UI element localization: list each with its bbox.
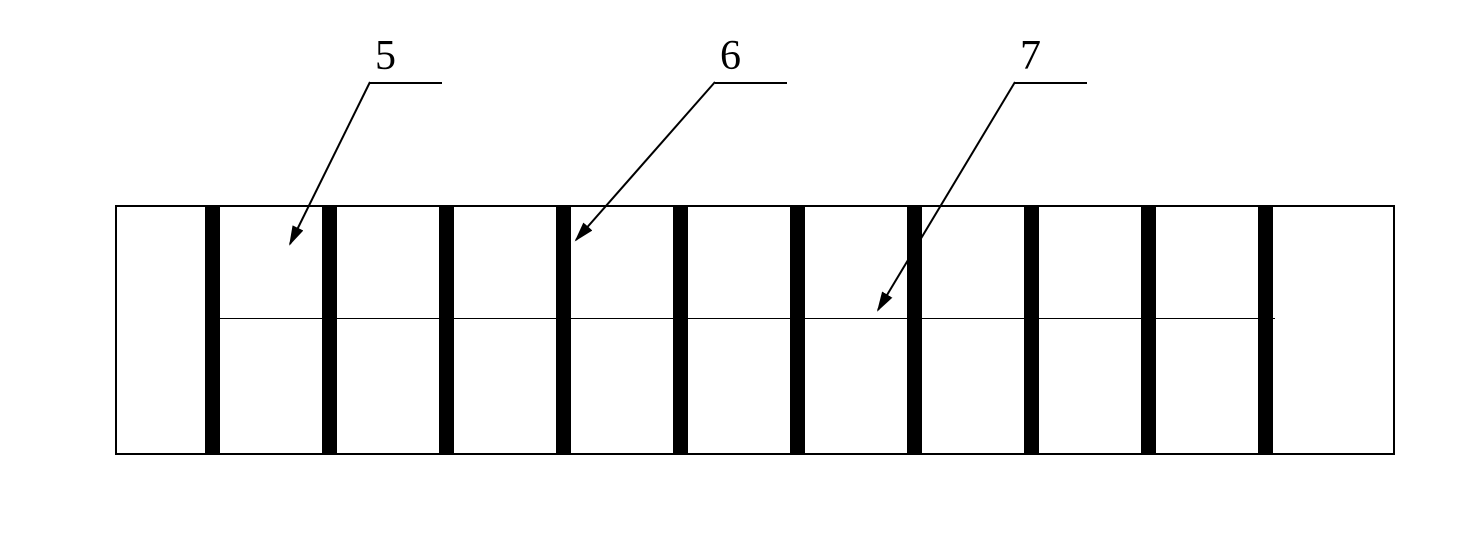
vertical-bar	[205, 205, 220, 455]
technical-diagram: 5 6 7	[0, 0, 1471, 535]
label-7: 7	[1020, 32, 1041, 80]
vertical-bar	[790, 205, 805, 455]
vertical-bar	[556, 205, 571, 455]
label-6: 6	[720, 32, 741, 80]
label-5-underline	[370, 82, 442, 84]
vertical-bar	[1258, 205, 1273, 455]
label-7-underline	[1015, 82, 1087, 84]
outer-rectangle	[115, 205, 1395, 455]
vertical-bar	[1024, 205, 1039, 455]
vertical-bar	[439, 205, 454, 455]
label-6-underline	[715, 82, 787, 84]
vertical-bar	[907, 205, 922, 455]
center-horizontal-line	[205, 318, 1275, 319]
vertical-bar	[673, 205, 688, 455]
label-5: 5	[375, 32, 396, 80]
vertical-bar	[1141, 205, 1156, 455]
vertical-bar	[322, 205, 337, 455]
